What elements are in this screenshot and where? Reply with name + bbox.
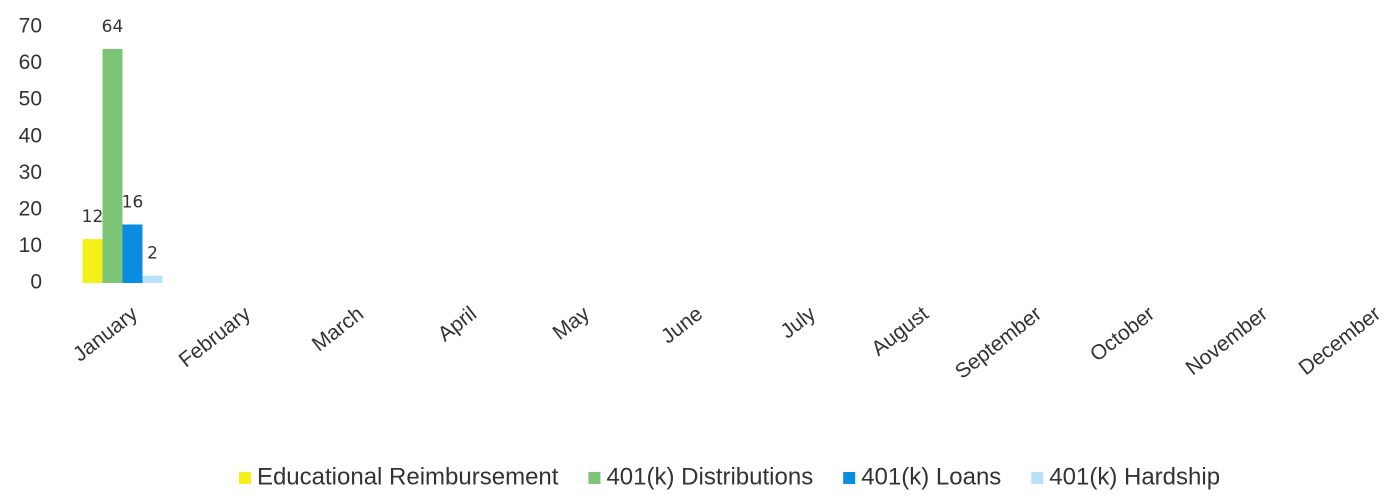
y-tick-label: 40 [19, 124, 42, 147]
legend-item: Educational Reimbursement [238, 463, 559, 490]
bar [82, 239, 103, 283]
legend-item: 401(k) Loans [843, 463, 1001, 490]
legend-swatch [588, 472, 601, 484]
bar [102, 48, 123, 283]
legend: Educational Reimbursement 401(k) Distribu… [238, 463, 1220, 490]
y-tick-label: 10 [19, 234, 42, 257]
data-label: 64 [102, 17, 124, 37]
bar [122, 224, 143, 283]
x-tick-label: August [867, 302, 933, 360]
legend-label: 401(k) Loans [861, 463, 1001, 490]
y-tick-label: 50 [19, 88, 42, 111]
bar [142, 275, 163, 283]
y-tick-label: 30 [19, 161, 42, 184]
data-label: 16 [122, 192, 144, 212]
data-label: 2 [147, 244, 158, 264]
x-tick-label: July [776, 302, 820, 343]
legend-swatch [843, 472, 856, 484]
legend-label: Educational Reimbursement [257, 463, 559, 490]
legend-swatch [1031, 472, 1044, 484]
legend-label: 401(k) Hardship [1049, 463, 1220, 490]
x-tick-label: February [175, 302, 256, 372]
y-tick-label: 70 [19, 15, 42, 38]
legend-item: 401(k) Distributions [588, 463, 813, 490]
data-label: 12 [82, 207, 104, 227]
x-tick-label: March [308, 302, 368, 356]
x-tick-label: May [549, 302, 595, 345]
x-tick-label: September [951, 302, 1046, 383]
y-tick-label: 20 [19, 197, 42, 220]
x-tick-label: November [1181, 302, 1271, 380]
x-tick-label: April [434, 302, 481, 346]
x-tick-label: December [1294, 302, 1384, 380]
x-tick-label: June [657, 302, 707, 348]
x-tick-label: October [1086, 302, 1159, 366]
y-tick-label: 0 [30, 271, 42, 294]
legend-swatch [238, 472, 251, 484]
legend-label: 401(k) Distributions [606, 463, 813, 490]
legend-item: 401(k) Hardship [1031, 463, 1220, 490]
y-tick-label: 60 [19, 51, 42, 74]
x-tick-label: January [69, 302, 142, 366]
